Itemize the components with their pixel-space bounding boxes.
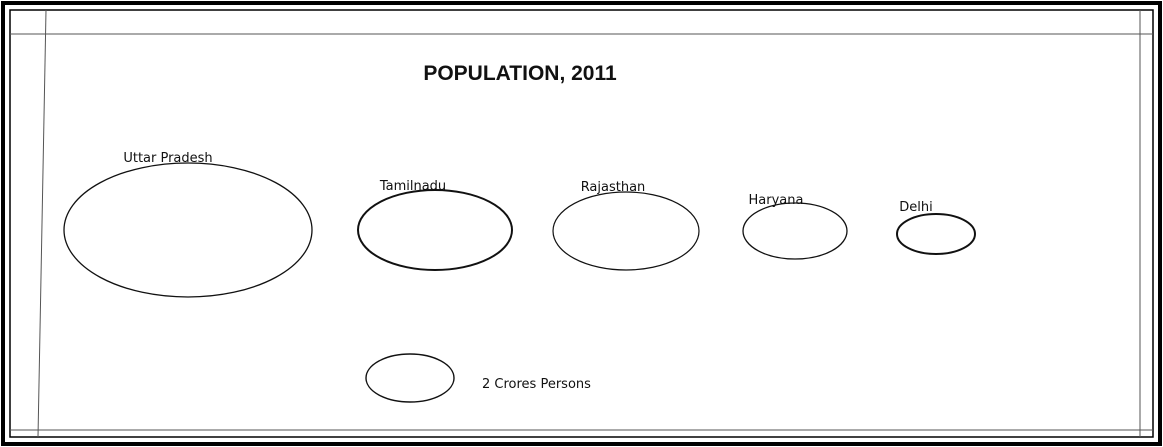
sheet-line: [37, 9, 47, 438]
circle: [63, 162, 313, 298]
circle: [742, 202, 848, 260]
node-label: Haryana: [749, 193, 804, 208]
circle: [552, 191, 700, 271]
circle: [896, 213, 976, 255]
node-label: Uttar Pradesh: [123, 151, 212, 166]
circle: [357, 189, 513, 271]
node-label: Delhi: [899, 200, 932, 215]
title: POPULATION, 2011: [423, 62, 617, 85]
node-label: Rajasthan: [581, 180, 646, 195]
legend-circle: [365, 353, 455, 403]
inner-frame: [9, 9, 1154, 438]
legend-label: 2 Crores Persons: [482, 377, 591, 392]
